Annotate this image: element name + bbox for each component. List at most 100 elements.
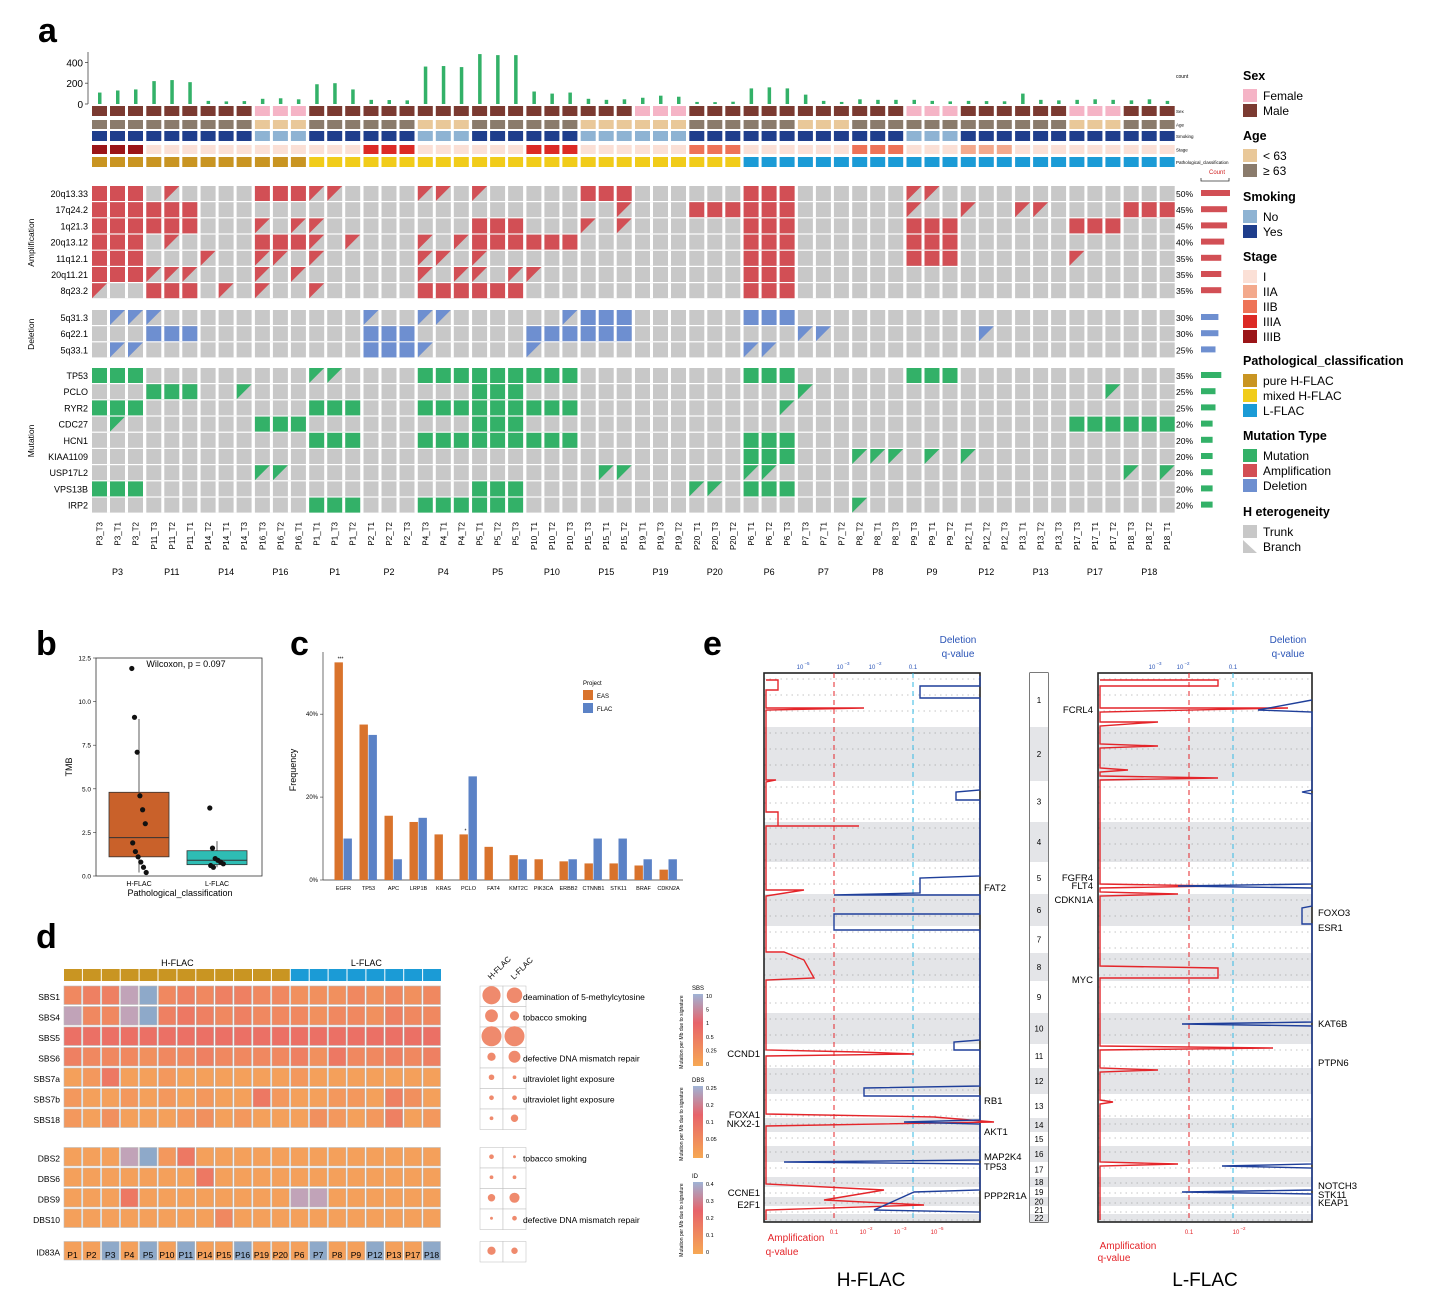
onco-cell-branch xyxy=(1015,202,1031,218)
cell-sep xyxy=(650,432,653,448)
amplification-label-right: Amplification xyxy=(1100,1241,1157,1252)
del-tick-right: 0.1 xyxy=(1229,665,1238,671)
amp-tick-right: 10 xyxy=(1233,1230,1240,1236)
cell-sep xyxy=(342,186,346,201)
cell-sep xyxy=(559,186,563,201)
signature-cell xyxy=(384,1188,403,1208)
count-bar xyxy=(713,102,717,104)
annotation-cell-Stage xyxy=(996,145,1012,154)
onco-cell-trunk xyxy=(417,497,469,513)
patient-label: P18 xyxy=(1141,567,1157,577)
group-header-cell xyxy=(64,969,82,981)
signature-cell xyxy=(309,1208,328,1228)
cell-sep xyxy=(378,267,382,282)
annotation-cell-Smoking xyxy=(870,131,886,141)
cell-sep xyxy=(939,497,943,513)
patient-label: P16 xyxy=(272,567,288,577)
signature-cell xyxy=(422,1067,441,1087)
cell-sep xyxy=(1030,326,1034,342)
row-frequency: 20% xyxy=(1176,420,1193,430)
cell-sep xyxy=(993,465,997,481)
annotation-cell-Stage xyxy=(960,145,976,154)
signature-cell xyxy=(328,1108,347,1128)
onco-cell-bg xyxy=(200,342,252,358)
onco-cell-bg xyxy=(363,202,415,218)
signature-cell xyxy=(271,1026,290,1046)
cell-sep xyxy=(378,481,382,497)
onco-cell-bg xyxy=(689,497,741,513)
group-label-Mutation: Mutation xyxy=(26,424,36,457)
signature-cell xyxy=(196,1047,215,1067)
cell-sep xyxy=(342,267,346,282)
cell-sep xyxy=(432,449,436,464)
cell-sep xyxy=(613,283,617,299)
cell-sep xyxy=(975,342,979,358)
signature-cell xyxy=(384,1026,403,1046)
cell-sep xyxy=(432,384,436,400)
count-bar xyxy=(369,99,373,104)
cell-sep xyxy=(1138,384,1142,400)
row-frequency: 25% xyxy=(1176,403,1193,413)
cell-sep xyxy=(812,283,816,299)
cell-sep xyxy=(450,400,454,416)
cell-sep xyxy=(1084,218,1088,234)
cell-sep xyxy=(179,234,183,250)
signature-cell xyxy=(422,985,441,1005)
row-frequency: 35% xyxy=(1176,254,1193,264)
column-label: P5 xyxy=(143,1250,154,1260)
gene-label-right: FCRL4 xyxy=(1063,705,1093,716)
cell-sep xyxy=(1138,267,1142,282)
annotation-cell-Stage xyxy=(508,145,524,154)
cell-sep xyxy=(378,368,382,383)
onco-cell-trunk xyxy=(906,368,958,383)
onco-cell-bg xyxy=(1069,283,1121,299)
cell-sep xyxy=(975,481,979,497)
onco-cell-bg xyxy=(526,384,578,400)
onco-cell-bg xyxy=(1123,250,1175,266)
onco-cell-bg xyxy=(906,416,958,432)
onco-cell-bg xyxy=(797,432,849,448)
bar-EAS xyxy=(459,834,468,880)
gene-label-left: E2F1 xyxy=(737,1200,760,1211)
amplification-qvalue-right: q-value xyxy=(1098,1253,1131,1264)
chromosome-label: 18 xyxy=(1035,1178,1044,1187)
signature-cell xyxy=(214,1088,233,1108)
signature-cell xyxy=(63,1108,82,1128)
onco-cell-bg xyxy=(635,202,686,218)
signature-label: DBS6 xyxy=(38,1174,60,1184)
signature-cell xyxy=(384,985,403,1005)
row-frequency-bar xyxy=(1201,501,1213,508)
y-axis-label: TMB xyxy=(64,758,74,777)
cell-sep xyxy=(1030,267,1034,282)
onco-cell-bg xyxy=(689,342,741,358)
cell-sep xyxy=(1030,310,1034,325)
cell-sep xyxy=(613,234,617,250)
signature-cell xyxy=(328,1147,347,1167)
cell-sep xyxy=(812,432,816,448)
patient-label: P10 xyxy=(544,567,560,577)
row-frequency-bar xyxy=(1201,404,1216,411)
onco-cell-bg xyxy=(1015,384,1067,400)
signature-cell xyxy=(158,1208,177,1228)
cell-sep xyxy=(704,432,708,448)
y-tick-label: 5.0 xyxy=(82,786,91,793)
cell-sep xyxy=(975,250,979,266)
annotation-cell-Sex xyxy=(1033,106,1049,116)
cell-sep xyxy=(1084,342,1088,358)
x-tick-label: BRAF xyxy=(636,886,651,892)
y-tick-label: 20% xyxy=(306,795,319,801)
cell-sep xyxy=(668,267,671,282)
signature-cell xyxy=(101,1006,120,1026)
annotation-cell-Pathological_classification xyxy=(218,157,234,167)
cell-sep xyxy=(1156,234,1160,250)
cell-sep xyxy=(595,326,599,342)
onco-cell-bg xyxy=(1069,481,1121,497)
cell-sep xyxy=(107,416,110,432)
annotation-cell-Sex xyxy=(182,106,198,116)
chromosome-index-band xyxy=(1030,1214,1048,1222)
cell-sep xyxy=(107,310,110,325)
signature-cell xyxy=(384,1067,403,1087)
onco-cell-branch xyxy=(417,342,433,358)
signature-cell xyxy=(328,1188,347,1208)
sample-label: P19_T1 xyxy=(639,521,648,550)
